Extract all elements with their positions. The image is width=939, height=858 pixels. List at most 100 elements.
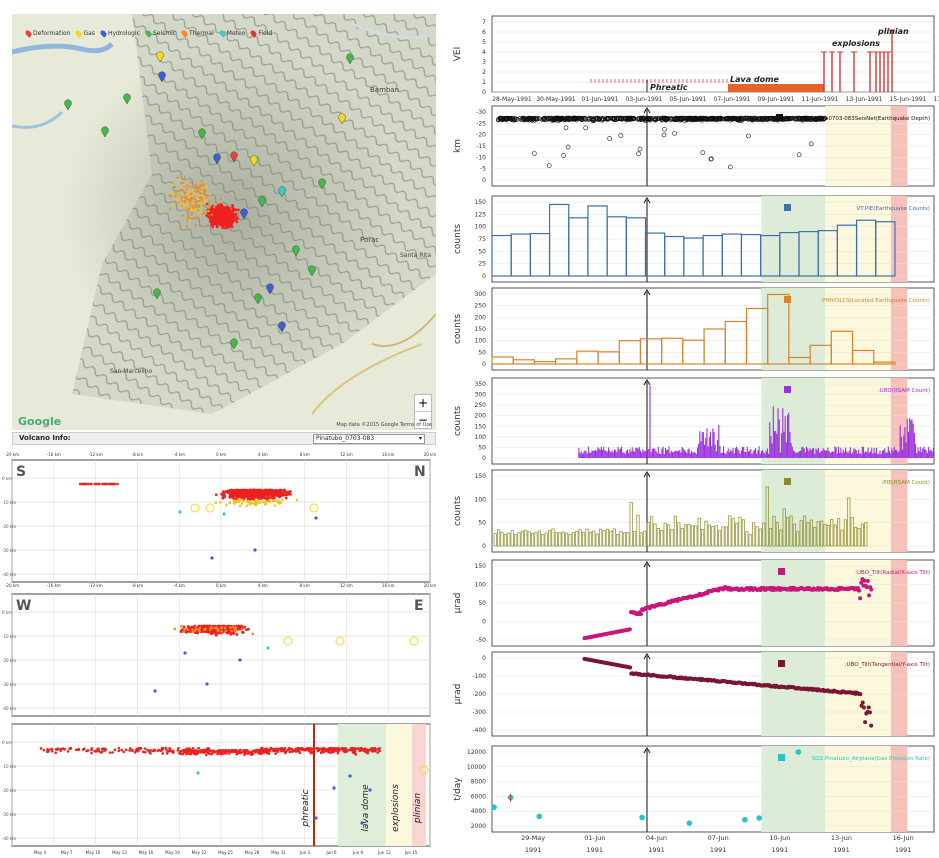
rsam-bar [693, 452, 695, 458]
hypocenter-dot [143, 747, 147, 750]
hypocenter-dot [279, 501, 283, 504]
earthquake-depth-point [688, 116, 693, 121]
rsam-bar [826, 450, 828, 458]
rsam-bar [847, 452, 849, 458]
rsam-bar [630, 451, 632, 458]
rsam-bar [673, 515, 677, 547]
rsam-bar [830, 519, 834, 547]
earthquake-depth-point [728, 164, 733, 170]
hypocenter-dot [152, 749, 155, 753]
earthquake-depth-point [779, 117, 785, 122]
rsam-bar [676, 451, 678, 458]
earthquake-dot [230, 225, 234, 229]
rsam-bar [645, 450, 648, 458]
rsam-bar [893, 447, 895, 458]
legend-item-hydrologic[interactable]: Hydrologic [99, 29, 140, 38]
rsam-bar [799, 520, 803, 547]
rsam-bar [500, 531, 504, 547]
earthquake-depth-point [554, 115, 559, 121]
x-tick-label: 28-May-1991 [492, 96, 532, 103]
earthquake-depth-point [801, 115, 806, 121]
rsam-bar [819, 452, 821, 458]
legend-item-gas[interactable]: Gas [74, 29, 95, 38]
earthquake-dot [187, 207, 191, 210]
legend-item-field[interactable]: Field [249, 29, 272, 38]
earthquake-dot [222, 218, 226, 222]
phreatic-span [589, 79, 729, 83]
earthquake-depth-point [789, 115, 795, 121]
rsam-bar [779, 529, 783, 547]
earthquake-dot [219, 215, 222, 219]
legend-item-meteo[interactable]: Meteo [218, 29, 245, 38]
rsam-bar [667, 449, 669, 458]
y-tick-label: 100 [475, 434, 487, 441]
rsam-bar [795, 452, 797, 458]
rsam-bar [738, 516, 742, 547]
phase-band-explosions [825, 746, 891, 832]
rsam-bar [719, 445, 721, 458]
phase-band-plinian [890, 746, 908, 832]
phase-band-plinian [890, 470, 908, 552]
x-tick-label: May 16 [139, 850, 154, 855]
volcano-info-bar: Volcano Info: Pinatubo_0703-083 ▾ [12, 432, 436, 445]
map-attribution[interactable]: Map data ©2015 Google Terms of Use [336, 422, 432, 428]
rsam-bar [612, 452, 614, 458]
earthquake-dot [200, 198, 203, 202]
rsam-bar [837, 446, 840, 458]
earthquake-dot [206, 213, 209, 217]
earthquake-dot [197, 187, 200, 191]
earthquake-depth-point [708, 156, 714, 162]
hypocenter-dot [128, 747, 132, 750]
hypocenter-dot [250, 490, 254, 493]
station-pin-icon [123, 93, 131, 105]
earthquake-depth-point [583, 125, 588, 131]
rsam-bar [749, 450, 751, 458]
hypocenter-dot [210, 626, 214, 630]
rsam-bar [748, 534, 752, 547]
earthquake-depth-point [521, 116, 527, 122]
rsam-bar [857, 528, 861, 547]
rsam-bar [718, 530, 722, 547]
earthquake-dot [183, 183, 187, 187]
hypocenter-dot [236, 498, 240, 502]
volcano-map[interactable]: Deformation Gas Hydrologic Seismic Thermal Me… [12, 14, 436, 430]
hypocenter-dot [203, 628, 207, 631]
rsam-bar [911, 419, 913, 458]
rsam-bar [592, 530, 596, 547]
google-logo[interactable]: Google [18, 415, 62, 428]
legend-item-thermal[interactable]: Thermal [180, 29, 214, 38]
earthquake-depth-point [636, 151, 641, 157]
rsam-bar [822, 448, 824, 458]
tilt-point [866, 705, 871, 710]
earthquake-dot [191, 189, 195, 192]
rsam-bar [679, 450, 681, 458]
x-tick-label: -20 km [5, 583, 19, 588]
hypocenter-dot [256, 488, 260, 492]
legend-item-deformation[interactable]: Deformation [24, 29, 70, 38]
rsam-bar [820, 451, 822, 458]
rsam-bar [731, 518, 735, 547]
y-axis-label: counts [453, 314, 463, 344]
x-tick-label: 30-May-1991 [536, 96, 576, 103]
hypocenter-dot [282, 490, 286, 494]
y-tick-label: -10 [476, 154, 486, 161]
hypocenter-dot [265, 751, 269, 755]
rsam-bar [824, 450, 827, 458]
hypocenter-dot [191, 630, 195, 633]
station-pin-icon [230, 338, 238, 350]
rsam-bar [653, 523, 657, 547]
volcano-select[interactable]: Pinatubo_0703-083 ▾ [313, 434, 425, 444]
rsam-bar [558, 532, 562, 547]
zoom-in-button[interactable]: + [417, 396, 429, 410]
hypocenter-dot [190, 625, 194, 629]
rsam-bar [744, 452, 746, 458]
y-tick-label: -40 km [2, 836, 16, 841]
hypocenter-dot [90, 746, 94, 750]
zoom-out-button[interactable]: − [415, 411, 431, 428]
legend-item-seismic[interactable]: Seismic [144, 29, 176, 38]
legend-swatch [778, 568, 785, 575]
rsam-bar [922, 448, 924, 458]
zoom-control: + − [414, 394, 432, 429]
hypocenter-dot [205, 682, 209, 686]
earthquake-dot [230, 205, 234, 208]
